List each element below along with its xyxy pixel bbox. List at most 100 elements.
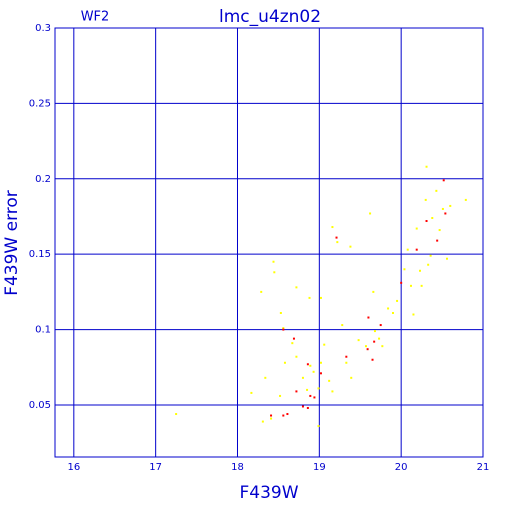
point — [175, 413, 178, 416]
y-tick-label: 0.25 — [29, 98, 51, 109]
point — [317, 425, 320, 428]
point — [286, 413, 289, 416]
point — [279, 394, 282, 397]
point — [282, 328, 285, 331]
point — [438, 229, 441, 232]
y-tick-label: 0.05 — [29, 400, 51, 411]
point — [295, 390, 298, 393]
point — [435, 189, 438, 192]
x-tick-label: 20 — [395, 462, 408, 473]
point — [441, 207, 444, 210]
point — [396, 299, 399, 302]
point — [319, 361, 322, 364]
y-axis-label: F439W error — [2, 190, 22, 296]
point — [403, 268, 406, 271]
point — [323, 343, 326, 346]
point — [449, 204, 452, 207]
plot-frame — [54, 27, 484, 458]
point — [366, 348, 369, 351]
point — [357, 339, 360, 342]
point — [260, 290, 263, 293]
point — [425, 220, 428, 223]
x-tick-label: 19 — [313, 462, 326, 473]
point — [381, 345, 384, 348]
point — [273, 271, 276, 274]
point — [444, 212, 447, 215]
point — [431, 216, 434, 219]
point — [306, 388, 309, 391]
point — [378, 337, 381, 340]
y-tick-label: 0.15 — [29, 249, 51, 260]
point — [282, 414, 285, 417]
point — [309, 364, 312, 367]
point — [372, 290, 375, 293]
point — [442, 179, 445, 182]
y-tick-label: 0.2 — [35, 174, 51, 185]
point — [409, 284, 412, 287]
point — [283, 361, 286, 364]
point — [420, 284, 423, 287]
point — [279, 311, 282, 314]
point — [371, 358, 374, 361]
point — [406, 248, 409, 251]
point — [341, 324, 344, 327]
x-tick-label: 18 — [231, 462, 244, 473]
point — [418, 269, 421, 272]
point — [295, 355, 298, 358]
point — [250, 391, 253, 394]
point — [369, 212, 372, 215]
point — [415, 227, 418, 230]
point — [364, 345, 367, 348]
point — [429, 254, 432, 257]
point — [464, 198, 467, 201]
chart-title: lmc_u4zn02 — [219, 7, 321, 27]
point — [328, 379, 331, 382]
point — [306, 363, 309, 366]
point — [436, 239, 439, 242]
point — [335, 236, 338, 239]
point — [412, 313, 415, 316]
point — [308, 296, 311, 299]
annotation: WF2 — [81, 10, 110, 25]
point — [312, 370, 315, 373]
point — [301, 376, 304, 379]
point — [291, 342, 294, 345]
point — [309, 394, 312, 397]
point — [270, 417, 273, 420]
point — [319, 296, 322, 299]
point — [306, 406, 309, 409]
point — [425, 165, 428, 168]
x-axis-label: F439W — [239, 483, 298, 503]
x-tick-label: 17 — [149, 462, 162, 473]
point — [295, 286, 298, 289]
point — [264, 376, 267, 379]
x-tick-label: 21 — [477, 462, 490, 473]
point — [301, 405, 304, 408]
point — [424, 198, 427, 201]
point — [379, 324, 382, 327]
point — [272, 260, 275, 263]
point — [400, 281, 403, 284]
point — [367, 316, 370, 319]
x-tick-label: 16 — [67, 462, 80, 473]
point — [292, 337, 295, 340]
point — [387, 307, 390, 310]
point — [391, 311, 394, 314]
point — [331, 390, 334, 393]
point — [345, 361, 348, 364]
point — [317, 387, 320, 390]
point — [313, 396, 316, 399]
point — [331, 226, 334, 229]
point — [350, 376, 353, 379]
point — [345, 355, 348, 358]
point — [445, 257, 448, 260]
point — [336, 241, 339, 244]
point — [415, 248, 418, 251]
point — [349, 245, 352, 248]
point — [270, 414, 273, 417]
point — [427, 263, 430, 266]
y-tick-label: 0.1 — [35, 325, 51, 336]
point — [373, 340, 376, 343]
point — [373, 330, 376, 333]
